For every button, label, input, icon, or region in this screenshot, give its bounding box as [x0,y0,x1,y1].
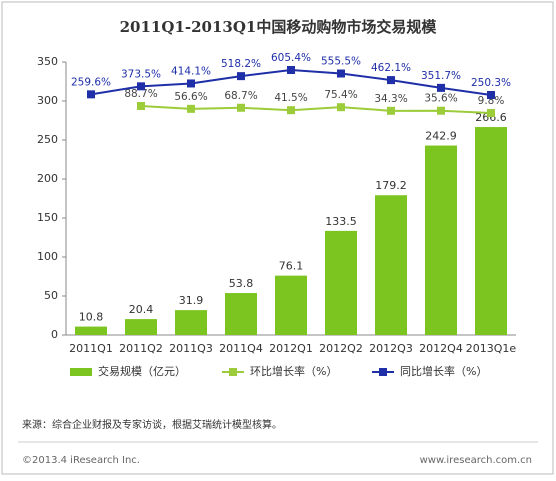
value-label: 10.8 [79,311,104,324]
value-label: 9.8% [478,95,505,107]
point [237,72,245,81]
legend-swatch [70,368,92,376]
line [140,105,492,114]
y-tick-label: 250 [37,133,58,146]
bar [425,145,457,335]
point [387,106,395,115]
y-tick-label: 150 [37,211,58,224]
value-label: 34.3% [374,93,407,105]
point [187,104,195,113]
x-tick-label: 2012Q2 [319,342,363,355]
value-label: 76.1 [279,260,304,273]
source: 来源：综合企业财报及专家访谈，根据艾瑞统计模型核算。 [22,418,282,431]
value-label: 555.5% [321,56,361,68]
value-label: 41.5% [274,92,307,104]
point [87,90,95,99]
point [287,106,295,115]
value-label: 179.2 [375,179,407,192]
x-tick-label: 2012Q1 [269,342,313,355]
value-label: 462.1% [371,62,411,74]
bar [375,195,407,335]
value-label: 133.5 [325,215,357,228]
point [437,106,445,115]
point [487,109,495,117]
x-tick-label: 2011Q4 [219,342,263,355]
value-label: 518.2% [221,58,261,70]
point [187,79,195,88]
x-tick-label: 2012Q3 [369,342,413,355]
value-label: 605.4% [271,52,311,64]
value-label: 373.5% [121,68,161,80]
point [487,91,495,99]
bar [75,326,107,335]
bar [475,127,507,335]
value-label: 266.6 [475,111,507,124]
x-tick-label: 2011Q1 [69,342,113,355]
chart-title: 2011Q1-2013Q1中国移动购物市场交易规模 [120,18,438,36]
point [137,82,145,91]
bar [175,310,207,335]
x-tick-label: 2013Q1e [466,342,517,355]
value-label: 56.6% [174,91,207,103]
x-tick-label: 2011Q3 [169,342,213,355]
value-label: 351.7% [421,70,461,82]
y-tick-label: 350 [37,55,58,68]
value-label: 53.8 [229,277,254,290]
y-tick-label: 300 [37,94,58,107]
bar [225,293,257,335]
legend-swatch [229,368,237,376]
point [137,102,145,110]
value-label: 242.9 [425,130,457,143]
copyright: ©2013.4 iResearch Inc. [22,455,140,466]
legend-swatch [379,368,387,376]
x-tick-label: 2011Q2 [119,342,163,355]
point [337,69,345,78]
value-label: 68.7% [224,90,257,102]
point [287,66,295,74]
value-label: 414.1% [171,65,211,77]
point [337,103,345,112]
value-label: 259.6% [71,76,111,88]
bar [275,275,307,335]
point [387,76,395,85]
value-label: 35.6% [424,93,457,105]
y-tick-label: 100 [37,250,58,263]
value-label: 20.4 [129,303,154,316]
y-tick-label: 0 [51,328,58,341]
point [237,103,245,112]
y-tick-label: 200 [37,172,58,185]
point [437,83,445,92]
legend-label: 环比增长率（%） [250,364,337,378]
bar [325,230,357,335]
bar [125,319,157,335]
legend-label: 同比增长率（%） [400,364,487,378]
website: www.iresearch.com.cn [420,455,532,466]
value-label: 250.3% [471,77,511,89]
value-label: 31.9 [179,294,204,307]
legend-label: 交易规模（亿元） [98,364,186,378]
x-tick-label: 2012Q4 [419,342,463,355]
value-label: 75.4% [324,89,357,101]
value-label: 88.7% [124,88,157,100]
y-tick-label: 50 [44,289,58,302]
